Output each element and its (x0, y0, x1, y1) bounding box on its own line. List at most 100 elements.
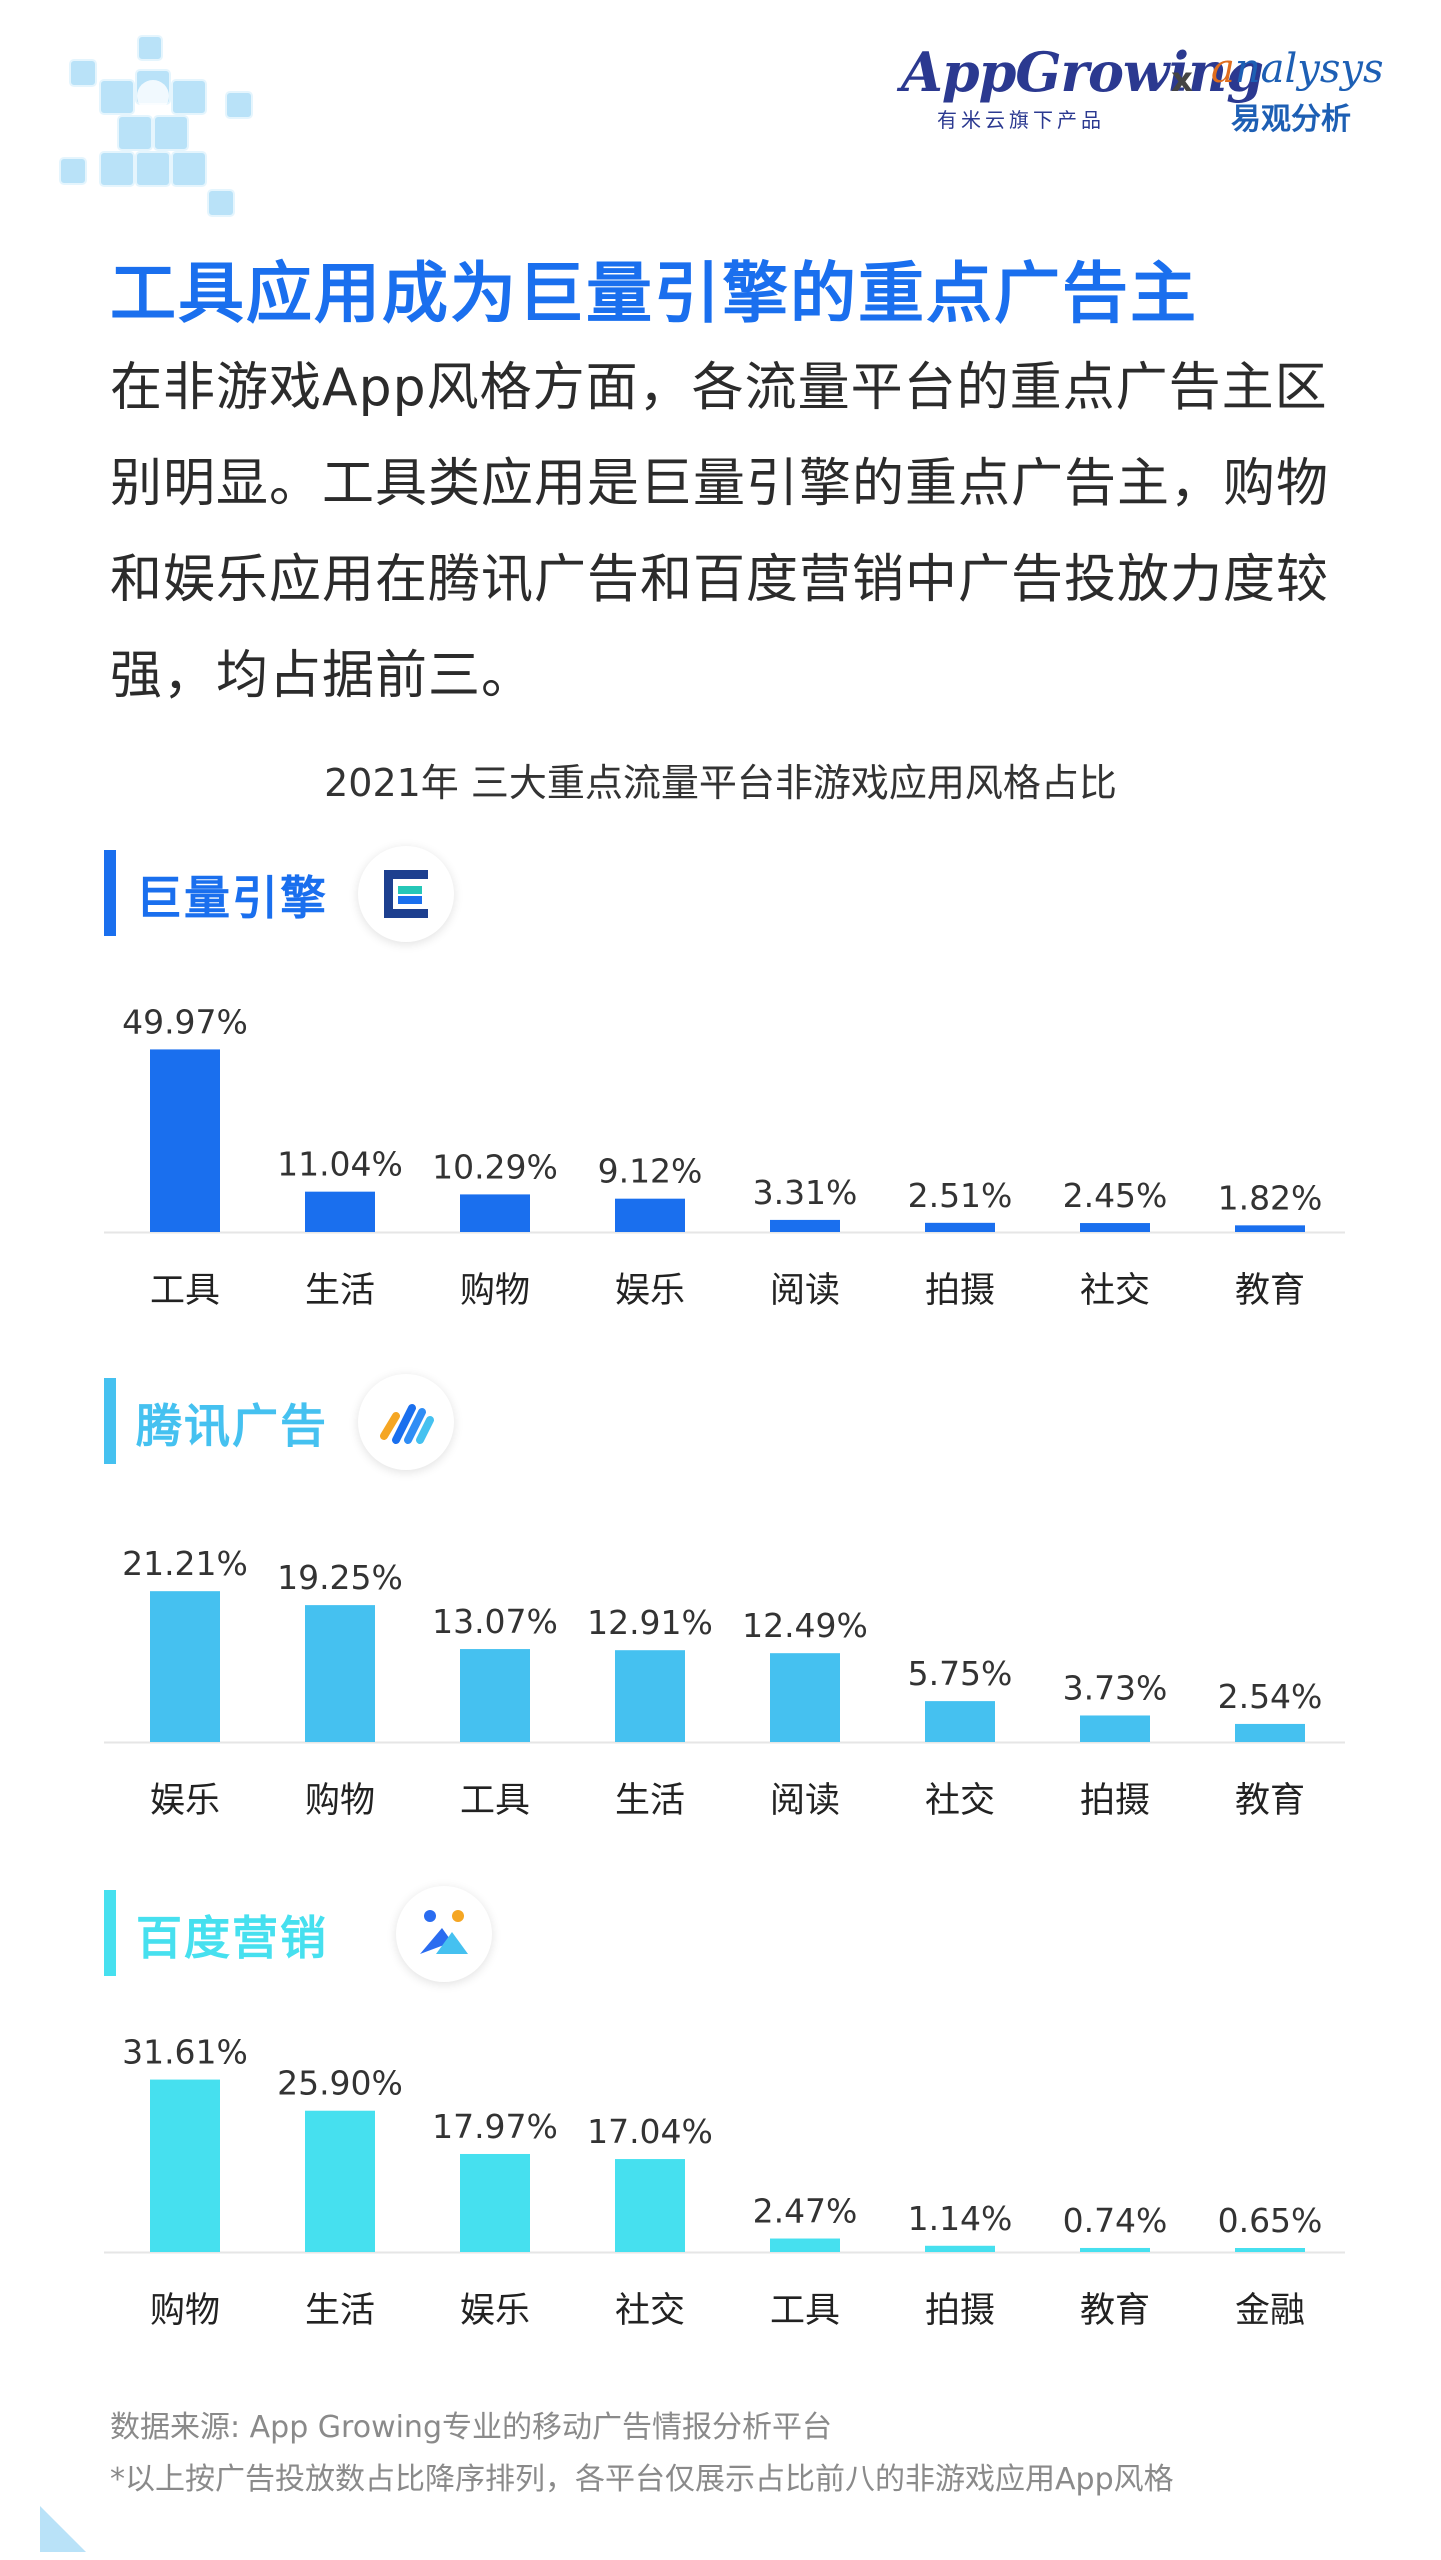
value-label: 12.49% (742, 1606, 868, 1645)
value-label: 49.97% (122, 1002, 248, 1041)
baidu-marketing-logo (396, 1886, 492, 1982)
value-label: 21.21% (122, 1544, 248, 1583)
tencent-ads-icon (380, 1404, 434, 1444)
bar-金融 (1235, 2248, 1305, 2252)
baidu-marketing-icon (420, 1910, 468, 1954)
bar-拍摄 (925, 2245, 995, 2252)
value-label: 3.31% (753, 1173, 858, 1212)
brand-logos: AppGrowing 有米云旗下产品 x analysys 易观分析 (901, 40, 1384, 140)
bar-拍摄 (925, 1222, 995, 1232)
bar-教育 (1080, 2247, 1150, 2252)
section-bar-baidu (104, 1890, 116, 1976)
category-label: 教育 (1235, 1271, 1305, 1311)
bar-chart-tencent: 21.21% 娱乐 19.25% 购物 13.07% 工具 12.91% 生活 12.49% 阅读… (104, 1544, 1345, 1821)
bar-娱乐 (460, 2153, 530, 2252)
bar-教育 (1235, 1723, 1305, 1742)
value-label: 2.54% (1218, 1677, 1323, 1716)
category-label: 拍摄 (1080, 1781, 1150, 1821)
category-label: 购物 (305, 1781, 375, 1821)
value-label: 25.90% (277, 2064, 403, 2103)
bar-社交 (925, 1701, 995, 1742)
value-label: 0.65% (1218, 2201, 1323, 2240)
bar-娱乐 (615, 1198, 685, 1232)
bar-社交 (1080, 1223, 1150, 1232)
category-label: 教育 (1080, 2291, 1150, 2331)
category-label: 生活 (305, 2291, 375, 2331)
bar-社交 (615, 2159, 685, 2252)
category-label: 阅读 (770, 1271, 840, 1311)
juliang-engine-icon (384, 870, 428, 918)
tencent-ads-logo (358, 1374, 454, 1470)
analysys-logo-rest: nalysys (1234, 46, 1384, 92)
bar-购物 (460, 1194, 530, 1232)
bar-购物 (150, 2079, 220, 2252)
value-label: 10.29% (432, 1147, 558, 1186)
value-label: 12.91% (587, 1603, 713, 1642)
value-label: 19.25% (277, 1558, 403, 1597)
bar-阅读 (770, 1653, 840, 1742)
category-label: 教育 (1235, 1781, 1305, 1821)
category-label: 生活 (305, 1271, 375, 1311)
bar-阅读 (770, 1219, 840, 1232)
value-label: 3.73% (1063, 1668, 1168, 1707)
analysys-logo: analysys (1211, 46, 1384, 92)
category-label: 金融 (1235, 2291, 1305, 2331)
analysys-subtitle: 易观分析 (1231, 102, 1351, 137)
bar-教育 (1235, 1225, 1305, 1232)
bar-生活 (305, 1191, 375, 1232)
bar-工具 (150, 1049, 220, 1232)
value-label: 1.82% (1218, 1178, 1323, 1217)
chart-title: 2021年 三大重点流量平台非游戏应用风格占比 (324, 761, 1117, 805)
section-title-juliang: 巨量引擎 (136, 871, 328, 925)
category-label: 阅读 (770, 1781, 840, 1821)
section-title-tencent: 腾讯广告 (136, 1399, 328, 1453)
value-label: 5.75% (908, 1654, 1013, 1693)
analysys-logo-first: a (1211, 46, 1235, 92)
juliang-engine-logo (358, 846, 454, 942)
value-label: 0.74% (1063, 2201, 1168, 2240)
page-headline: 工具应用成为巨量引擎的重点广告主 (110, 255, 1198, 332)
value-label: 17.97% (432, 2107, 558, 2146)
section-bar-juliang (104, 850, 116, 936)
value-label: 9.12% (598, 1152, 703, 1191)
bar-拍摄 (1080, 1715, 1150, 1742)
category-label: 社交 (615, 2291, 685, 2331)
category-label: 工具 (770, 2291, 840, 2331)
bar-工具 (460, 1649, 530, 1742)
category-label: 娱乐 (615, 1271, 685, 1311)
value-label: 11.04% (277, 1145, 403, 1184)
category-label: 拍摄 (925, 1271, 995, 1311)
category-label: 生活 (615, 1781, 685, 1821)
category-label: 拍摄 (925, 2291, 995, 2331)
bar-chart-baidu: 31.61% 购物 25.90% 生活 17.97% 娱乐 17.04% 社交 2.47% 工具 1… (104, 2033, 1345, 2331)
category-label: 娱乐 (150, 1781, 220, 1821)
category-label: 购物 (150, 2291, 220, 2331)
data-source-note: 数据来源: App Growing专业的移动广告情报分析平台 (110, 2410, 832, 2445)
section-bar-tencent (104, 1378, 116, 1464)
category-label: 社交 (1080, 1271, 1150, 1311)
sorting-note: *以上按广告投放数占比降序排列，各平台仅展示占比前八的非游戏应用App风格 (110, 2462, 1174, 2497)
bar-娱乐 (150, 1591, 220, 1742)
bar-生活 (305, 2110, 375, 2252)
appgrowing-subtitle: 有米云旗下产品 (937, 108, 1105, 132)
appgrowing-logo: AppGrowing (901, 40, 1264, 104)
corner-triangle-decoration (40, 2506, 86, 2552)
brand-separator: x (1171, 60, 1193, 100)
category-label: 娱乐 (460, 2291, 530, 2331)
value-label: 1.14% (908, 2199, 1013, 2238)
value-label: 2.51% (908, 1176, 1013, 1215)
cubes-decoration (59, 35, 253, 217)
bar-chart-juliang: 49.97% 工具 11.04% 生活 10.29% 购物 9.12% 娱乐 3.31% 阅读 2.… (104, 1002, 1345, 1311)
intro-paragraph: 在非游戏App风格方面，各流量平台的重点广告主区别明显。工具类应用是巨量引擎的重… (110, 358, 1330, 706)
value-label: 13.07% (432, 1602, 558, 1641)
value-label: 2.45% (1063, 1176, 1168, 1215)
category-label: 购物 (460, 1271, 530, 1311)
bar-生活 (615, 1650, 685, 1742)
bar-工具 (770, 2238, 840, 2252)
bar-购物 (305, 1605, 375, 1742)
value-label: 31.61% (122, 2033, 248, 2072)
category-label: 工具 (150, 1271, 220, 1311)
category-label: 社交 (925, 1781, 995, 1821)
value-label: 17.04% (587, 2112, 713, 2151)
value-label: 2.47% (753, 2192, 858, 2231)
